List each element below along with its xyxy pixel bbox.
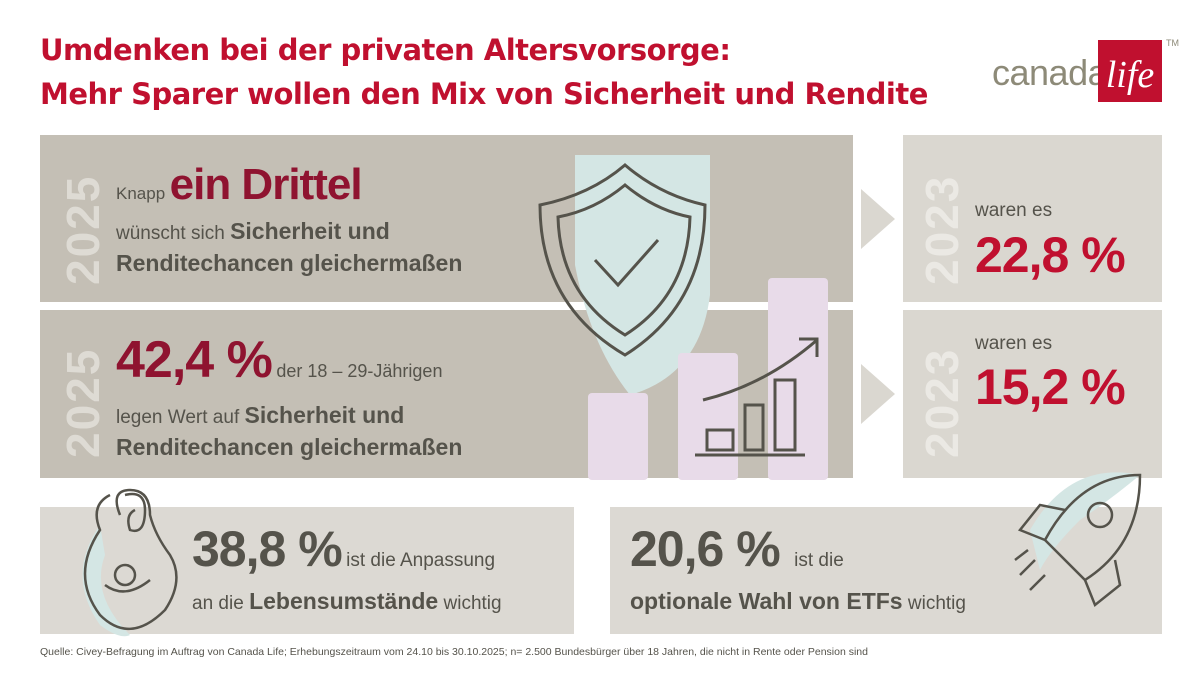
bottom-left-text1: ist die Anpassung [346, 550, 496, 571]
row1-prefix: Knapp [116, 184, 166, 203]
logo-tm: TM [1166, 38, 1179, 48]
source-note: Quelle: Civey-Befragung im Auftrag von C… [40, 646, 868, 658]
rocket-icon [1014, 472, 1142, 608]
row1-line2-bold: Sicherheit und [230, 218, 390, 244]
row1-highlight: ein Drittel [169, 160, 363, 209]
bottom-left-text2-bold: Lebensumstände [249, 588, 439, 614]
bottom-left-line1: 38,8 % ist die Anpassung [192, 520, 495, 578]
arrow-right-icon [861, 189, 895, 249]
row2-compare-year: 2023 [916, 347, 968, 458]
row2-year: 2025 [57, 347, 109, 458]
bottom-right-line2: optionale Wahl von ETFs wichtig [630, 588, 966, 615]
row2-line2-bold: Sicherheit und [244, 402, 405, 428]
page-title: Umdenken bei der privaten Altersvorsorge… [40, 28, 928, 116]
title-line-1: Umdenken bei der privaten Altersvorsorge… [40, 33, 731, 67]
row1-line2: wünscht sich Sicherheit und [116, 218, 390, 245]
row1-line3: Renditechancen gleichermaßen [116, 250, 463, 276]
bottom-right-line1: 20,6 % ist die [630, 520, 844, 578]
bottom-left-text2-normal: an die [192, 593, 244, 614]
row1-headline: Knapp ein Drittel [116, 160, 363, 210]
row2-highlight: 42,4 % [116, 331, 273, 389]
row2-line2: legen Wert auf Sicherheit und [116, 402, 404, 429]
row1-compare-value: 22,8 % [975, 227, 1126, 283]
bottom-right-value: 20,6 % [630, 521, 781, 577]
row1-compare-label: waren es [975, 200, 1053, 221]
bar-chart-growth-icon [588, 278, 828, 480]
row2-line3: Renditechancen gleichermaßen [116, 434, 463, 460]
bottom-right-text2-end: wichtig [907, 593, 966, 614]
bottom-right-text2-bold: optionale Wahl von ETFs [630, 588, 903, 614]
row1-compare-panel [903, 135, 1162, 302]
title-line-2: Mehr Sparer wollen den Mix von Sicherhei… [40, 77, 928, 111]
row2-compare-label: waren es [975, 333, 1053, 354]
logo-canada: canada [992, 52, 1108, 93]
row2-line2-normal: legen Wert auf [116, 407, 240, 428]
bottom-left-text2-end: wichtig [443, 593, 502, 614]
row2-compare-panel [903, 310, 1162, 478]
row1-year: 2025 [57, 174, 109, 285]
row2-compare-value: 15,2 % [975, 359, 1126, 415]
shield-icon [538, 155, 710, 395]
arrow-right-icon [861, 364, 895, 424]
row2-suffix: der 18 – 29-Jährigen [276, 361, 443, 381]
row2-headline: 42,4 % der 18 – 29-Jährigen [116, 330, 442, 390]
bottom-left-value: 38,8 % [192, 521, 343, 577]
row1-line2-normal: wünscht sich [116, 223, 225, 244]
row1-panel [40, 135, 853, 302]
parent-child-icon [82, 488, 178, 637]
bottom-right-text1: ist die [794, 550, 844, 571]
bottom-left-line2: an die Lebensumstände wichtig [192, 588, 502, 615]
row1-compare-year: 2023 [916, 174, 968, 285]
logo-life: life [1098, 40, 1162, 102]
